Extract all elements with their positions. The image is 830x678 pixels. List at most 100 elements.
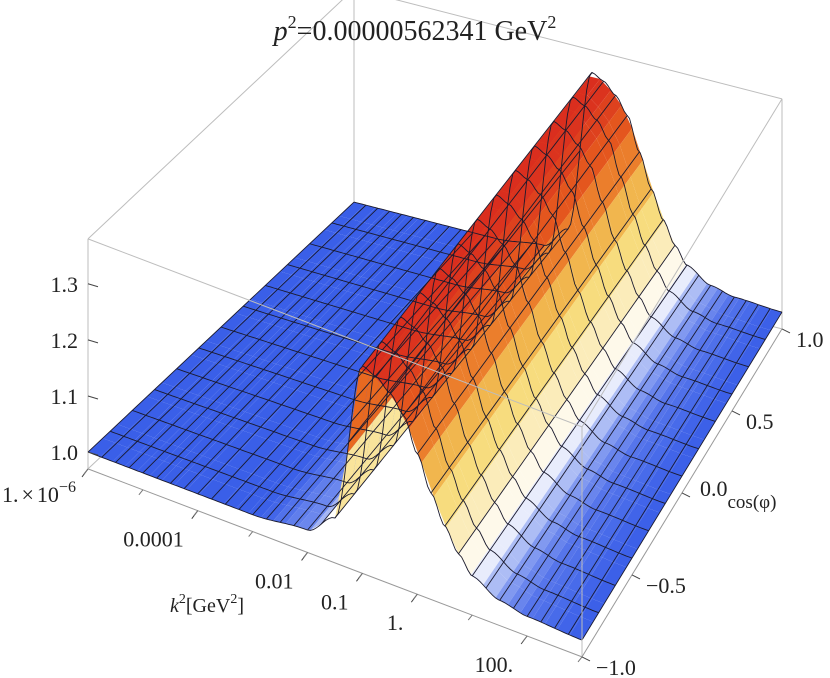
surface-patch (618, 177, 642, 227)
surface-patch (244, 320, 271, 339)
surface-patch (294, 394, 321, 414)
surface-patch (482, 502, 507, 541)
surface-patch (636, 508, 660, 531)
z-tick-label: 1.1 (51, 384, 79, 409)
surface-patch (625, 503, 649, 527)
surface-patch (306, 398, 332, 418)
mesh-line-y (526, 296, 735, 617)
y-tick-label: −1.0 (596, 655, 636, 678)
surface-patch (636, 393, 660, 419)
mesh-line-y (238, 235, 486, 510)
surface-patch (277, 447, 303, 468)
mesh-line-y (458, 245, 676, 555)
surface-patch (542, 480, 567, 511)
mesh-line-y (348, 150, 581, 443)
surface-patch (200, 362, 227, 381)
surface-patch (216, 426, 243, 446)
surface-patch (547, 156, 572, 189)
surface-patch (692, 417, 716, 440)
surface-patch (180, 413, 207, 433)
surface-patch (350, 204, 376, 222)
surface-patch (235, 374, 262, 393)
surface-patch (487, 190, 512, 210)
surface-patch (520, 262, 545, 312)
x-tick-label: 1. (387, 610, 404, 635)
mesh-line-x (353, 71, 783, 313)
surface-patch (397, 354, 422, 388)
surface-patch (336, 349, 362, 368)
surface-patch (433, 378, 459, 430)
surface-patch (317, 249, 343, 268)
surface-patch (298, 511, 324, 531)
surface-patch (331, 235, 358, 253)
surface-patch (532, 294, 556, 345)
surface-patch (589, 440, 613, 465)
surface-patch (647, 444, 671, 468)
surface-patch (715, 337, 738, 360)
mesh-line-y (266, 240, 509, 520)
surface-patch (422, 321, 447, 355)
mesh-line-y (142, 213, 402, 474)
mesh-line-y (362, 72, 593, 367)
surface-patch (264, 345, 291, 364)
mesh-line-y (389, 95, 616, 394)
surface-patch (273, 505, 299, 524)
surface-patch (414, 221, 440, 239)
mesh-line-y (293, 242, 533, 526)
surface-patch (129, 414, 157, 434)
mesh-line-y (554, 304, 759, 629)
surface-patch (339, 202, 365, 219)
surface-patch (447, 288, 472, 322)
y-tick-mark (581, 656, 591, 662)
surface-patch (313, 458, 339, 477)
surface-patch (301, 338, 328, 357)
x-minor-tick (193, 510, 199, 516)
mesh-line-y (252, 238, 498, 516)
surface-patch (555, 542, 579, 566)
surface-patch (386, 250, 412, 269)
surface-patch (292, 413, 319, 433)
mesh-line-y (307, 245, 545, 531)
mesh-line-y (101, 204, 367, 458)
surface-patch (626, 333, 649, 360)
surface-mesh (87, 71, 783, 641)
surface-patch (530, 528, 555, 552)
surface-patch (592, 580, 616, 604)
surface-patch (360, 405, 386, 486)
surface-patch (409, 337, 435, 371)
surface-patch (353, 241, 379, 260)
surface-patch (253, 439, 279, 459)
surface-patch (482, 459, 507, 503)
z-tick-mark (87, 339, 99, 344)
surface-patch (214, 445, 241, 465)
surface-patch (661, 281, 685, 308)
surface-patch (295, 299, 322, 317)
surface-patch (595, 161, 619, 211)
surface-patch (364, 244, 390, 263)
z-tick-mark (87, 395, 99, 400)
y-axis-label: 0.0cos(φ) (700, 476, 776, 513)
surface-patch (421, 395, 447, 446)
surface-patch (760, 309, 782, 331)
surface-patch (360, 207, 387, 225)
mesh-line-y (375, 80, 605, 377)
surface-patch (652, 220, 675, 263)
surface-patch (613, 521, 637, 545)
surface-patch (693, 330, 717, 352)
surface-patch (344, 294, 370, 313)
surface-patch (589, 411, 614, 441)
surface-patch (570, 195, 594, 245)
x-axis-label: k2[GeV2] (170, 592, 244, 617)
surface-patch (619, 128, 643, 177)
surface-patch (100, 442, 128, 462)
surface-patch (278, 331, 305, 350)
surface-patch (578, 402, 602, 429)
y-tick-label: −0.5 (646, 573, 686, 598)
surface-patch (334, 368, 360, 387)
surface-patch (543, 374, 567, 417)
surface-patch (227, 449, 254, 470)
surface-patch (306, 246, 332, 264)
surface-patch (178, 432, 205, 452)
surface-patch (624, 436, 648, 459)
box-edge-top-back (395, 0, 783, 100)
